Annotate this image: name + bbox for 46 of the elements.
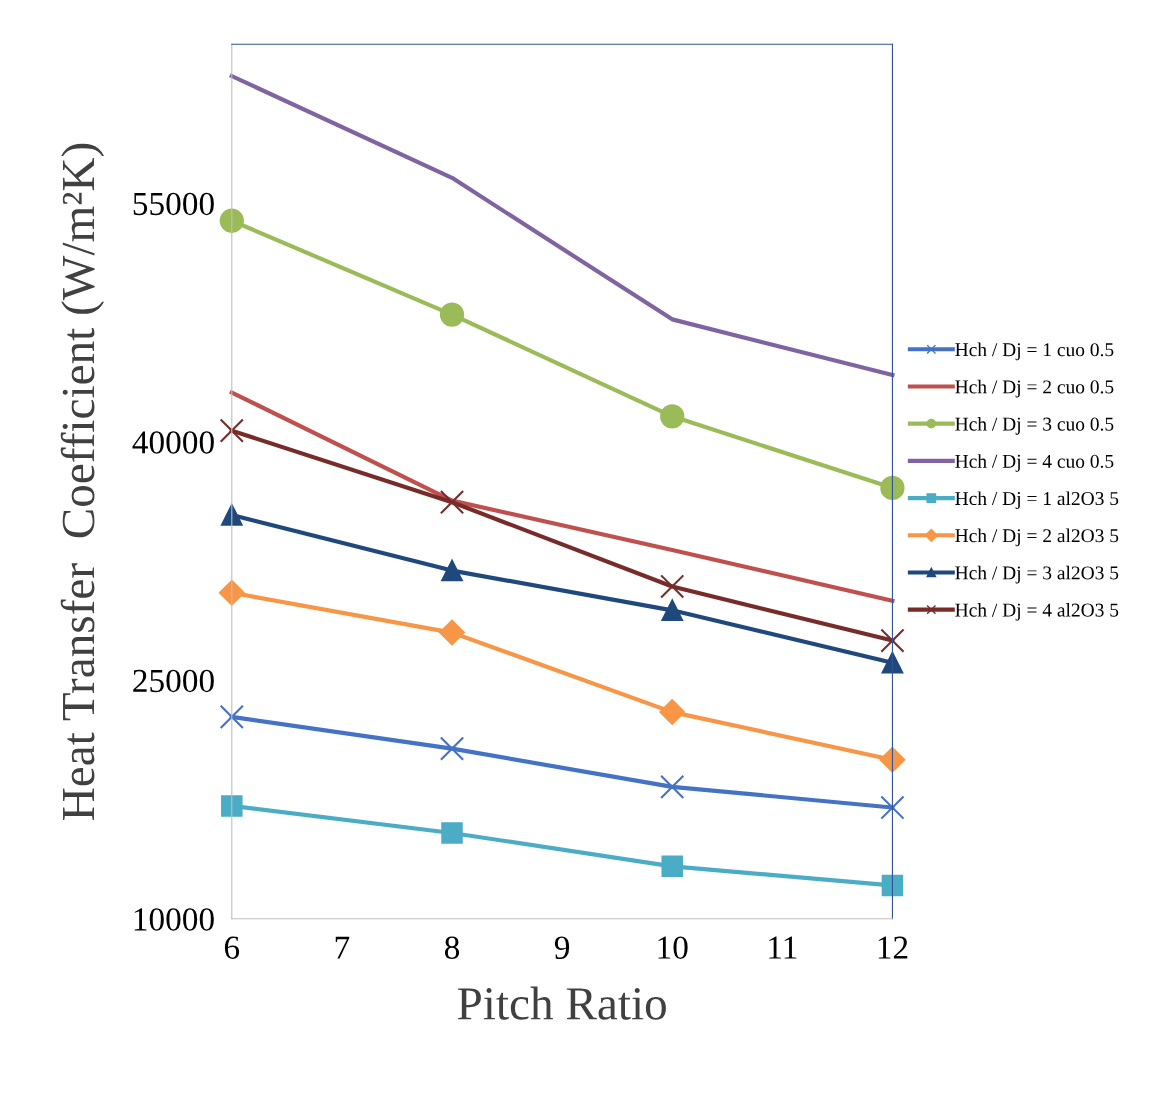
y-tick-label: 55000 — [133, 192, 214, 216]
y-tick-label: 40000 — [132, 431, 214, 454]
legend-label: Hch / Dj = 3 cuo 0.5 — [955, 416, 1114, 435]
point — [439, 619, 465, 646]
point — [219, 208, 244, 233]
legend-label: Hch / Dj = 1 al2O3 5 — [955, 491, 1119, 510]
point — [660, 774, 685, 799]
point — [221, 504, 243, 526]
point — [219, 418, 244, 443]
point — [659, 699, 686, 725]
y-tick-label: 25000 — [133, 669, 214, 693]
point — [880, 795, 905, 820]
point — [439, 736, 465, 761]
x-axis-title: Pitch Ratio — [457, 986, 666, 1020]
x-tick-label: 11 — [769, 936, 797, 959]
point — [441, 822, 463, 844]
line-series — [229, 73, 895, 378]
point — [880, 628, 905, 653]
point — [218, 580, 245, 606]
y-tick-label: 10000 — [134, 908, 214, 931]
x-tick-label: 6 — [224, 936, 240, 959]
legend-label: Hch / Dj = 2 al2O3 5 — [955, 528, 1119, 547]
x-tick-label: 10 — [658, 936, 688, 959]
point — [881, 874, 904, 897]
x-tick-label: 9 — [554, 936, 570, 959]
point — [661, 599, 683, 622]
point — [880, 475, 905, 501]
point — [439, 302, 465, 327]
line-series — [229, 390, 895, 603]
x-tick-label: 7 — [335, 936, 350, 959]
legend-label: Hch / Dj = 3 al2O3 5 — [955, 565, 1119, 584]
x-tick-label: 8 — [444, 936, 460, 959]
point — [661, 855, 683, 878]
x-tick-label: 12 — [878, 936, 908, 959]
point — [660, 574, 685, 599]
point — [221, 795, 243, 817]
point — [881, 652, 904, 674]
point — [219, 704, 244, 730]
y-axis-title: Heat Transfer Coefficient (W/m²K) — [60, 143, 105, 820]
legend-label: Hch / Dj = 2 cuo 0.5 — [955, 379, 1114, 398]
legend-label: Hch / Dj = 4 al2O3 5 — [955, 602, 1119, 621]
point — [441, 559, 463, 582]
legend-label: Hch / Dj = 1 cuo 0.5 — [955, 342, 1114, 361]
point — [879, 746, 906, 773]
legend-label: Hch / Dj = 4 cuo 0.5 — [955, 454, 1114, 472]
point — [660, 404, 685, 429]
